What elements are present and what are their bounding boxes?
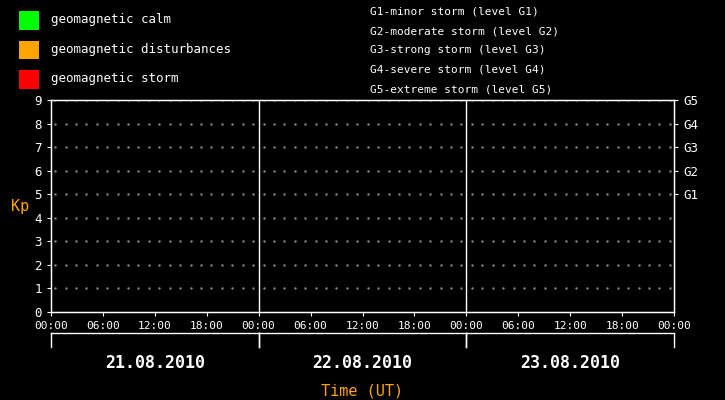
Bar [19,41,39,59]
Text: G1-minor storm (level G1): G1-minor storm (level G1) [370,7,539,17]
Text: 22.08.2010: 22.08.2010 [312,354,413,372]
Text: geomagnetic storm: geomagnetic storm [51,72,178,85]
Text: G2-moderate storm (level G2): G2-moderate storm (level G2) [370,26,559,36]
Text: geomagnetic disturbances: geomagnetic disturbances [51,42,231,56]
Text: geomagnetic calm: geomagnetic calm [51,13,170,26]
Text: G4-severe storm (level G4): G4-severe storm (level G4) [370,65,545,75]
Bar [19,11,39,30]
Text: 23.08.2010: 23.08.2010 [521,354,621,372]
Text: G5-extreme storm (level G5): G5-extreme storm (level G5) [370,84,552,94]
Text: G3-strong storm (level G3): G3-strong storm (level G3) [370,45,545,55]
Text: Time (UT): Time (UT) [321,383,404,398]
Text: 21.08.2010: 21.08.2010 [104,354,204,372]
Bar [19,70,39,89]
Y-axis label: Kp: Kp [11,198,30,214]
